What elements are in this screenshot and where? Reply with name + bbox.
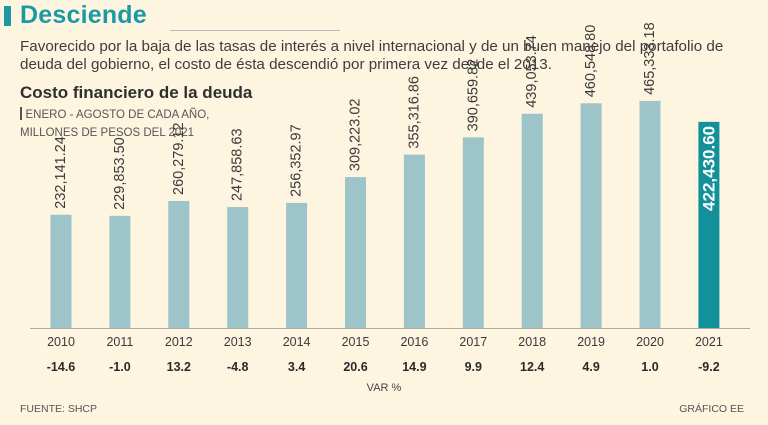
category-label-2021: 2021 [695,335,723,349]
category-label-2017: 2017 [459,335,487,349]
value-label-2012: 260,279.12 [171,122,187,195]
value-label-2018: 439,053.74 [524,35,540,108]
headline-rule [170,30,340,31]
subtitle-line-2: MILLONES DE PESOS DEL 2021 [20,127,195,139]
bar-2012 [168,200,190,328]
var-pct-2020: 1.0 [641,360,658,374]
value-label-2016: 355,316.86 [406,76,422,149]
bar-2020 [639,100,661,328]
bar-2015 [345,177,366,328]
bar-2010 [50,214,72,328]
var-pct-2015: 20.6 [343,360,367,374]
var-pct-2017: 9.9 [465,360,482,374]
bar-2013 [227,207,249,328]
var-percent-label: VAR % [366,382,402,394]
value-label-2010: 232,141.24 [53,136,69,209]
value-label-2015: 309,223.02 [348,99,364,172]
value-label-2019: 460,548.80 [583,25,599,98]
bar-2017 [462,137,484,328]
intro-text: Favorecido por la baja de las tasas de i… [20,38,724,73]
category-label-2013: 2013 [224,335,252,349]
bar-2011 [109,215,131,328]
var-pct-2016: 14.9 [402,360,426,374]
value-label-2014: 256,352.97 [289,124,305,197]
category-label-2020: 2020 [636,335,664,349]
value-label-2020: 465,333.18 [642,22,658,95]
category-label-2015: 2015 [342,335,370,349]
category-label-2019: 2019 [577,335,605,349]
var-pct-2019: 4.9 [582,360,599,374]
bar-2016 [403,154,425,328]
var-pct-2011: -1.0 [109,360,131,374]
headline: Desciende [20,1,147,29]
subtitle-rule [20,107,22,120]
x-axis-line [30,328,750,329]
var-pct-2014: 3.4 [288,360,305,374]
value-label-2011: 229,853.50 [112,137,128,210]
headline-accent-bar [4,6,11,26]
var-pct-2021: -9.2 [698,360,720,374]
bar-2014 [286,202,308,328]
source-note: FUENTE: SHCP [20,403,98,415]
category-label-2016: 2016 [400,335,428,349]
category-label-2011: 2011 [106,335,133,349]
chart-subtitle: ENERO - AGOSTO DE CADA AÑO, MILLONES DE … [20,106,209,142]
var-pct-2012: 13.2 [167,360,191,374]
value-label-2013: 247,858.63 [230,128,246,201]
bar-2018 [521,113,543,328]
bar-2019 [580,103,602,328]
category-label-2018: 2018 [518,335,546,349]
graphic-credit: GRÁFICO EE [679,403,744,415]
var-pct-2013: -4.8 [227,360,249,374]
chart-title: Costo financiero de la deuda [20,83,253,102]
category-label-2010: 2010 [47,335,75,349]
value-label-2017: 390,659.82 [465,59,481,132]
subtitle-line-1: ENERO - AGOSTO DE CADA AÑO, [25,109,210,121]
category-label-2014: 2014 [283,335,311,349]
var-pct-2018: 12.4 [520,360,544,374]
bar-2021 [698,121,720,328]
var-pct-2010: -14.6 [47,360,76,374]
category-label-2012: 2012 [165,335,193,349]
value-label-2021: 422,430.60 [699,126,718,211]
